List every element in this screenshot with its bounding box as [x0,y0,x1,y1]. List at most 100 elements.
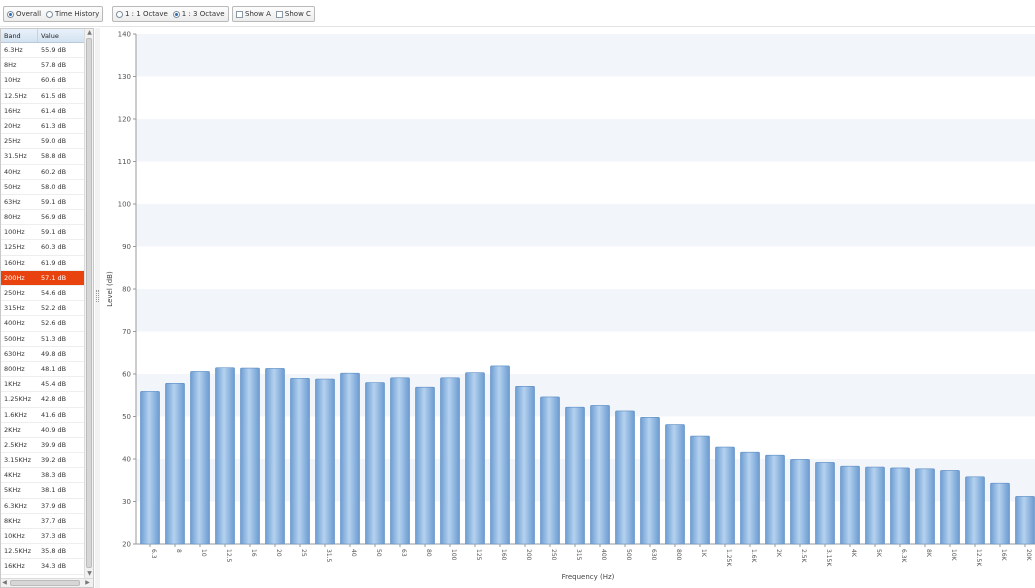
table-row[interactable]: 500Hz 51.3 dB [1,332,85,347]
splitter-grip-icon[interactable] [96,290,99,302]
table-row[interactable]: 315Hz 52.2 dB [1,301,85,317]
overall-radio-icon[interactable] [7,10,14,18]
bar[interactable] [990,482,1010,545]
table-row[interactable]: 5KHz 38.1 dB [1,483,85,499]
table-row[interactable]: 10Hz 60.6 dB [1,73,85,89]
bar[interactable] [190,371,210,545]
bar[interactable] [640,417,660,545]
table-row[interactable]: 250Hz 54.6 dB [1,286,85,302]
table-row[interactable]: 3.15KHz 39.2 dB [1,453,85,469]
table-row[interactable]: 800Hz 48.1 dB [1,362,85,378]
table-row[interactable]: 20Hz 61.3 dB [1,119,85,135]
y-tick-label: 120 [118,116,131,124]
bar[interactable] [140,391,160,545]
bar[interactable] [290,377,310,545]
value-cell: 52.2 dB [41,304,67,313]
table-row[interactable]: 125Hz 60.3 dB [1,240,85,256]
table-row[interactable]: 160Hz 61.9 dB [1,256,85,271]
scroll-left-arrow-icon[interactable]: ◀ [2,579,7,586]
band-cell: 2KHz [4,425,21,434]
bar[interactable] [790,459,810,545]
bar[interactable] [965,476,985,545]
bar[interactable] [615,410,635,545]
bar[interactable] [940,470,960,545]
value-column-header[interactable]: Value [38,29,85,42]
table-row[interactable]: 16Hz 61.4 dB [1,104,85,119]
panel-splitter[interactable] [95,28,100,588]
bar[interactable] [740,451,760,545]
horizontal-scroll-thumb[interactable] [10,580,80,586]
bar[interactable] [265,368,285,545]
table-row[interactable]: 12.5Hz 61.5 dB [1,89,85,104]
bar[interactable] [365,382,385,545]
bar[interactable] [815,462,835,545]
bar[interactable] [765,454,785,545]
bar[interactable] [690,435,710,545]
show-a-checkbox-icon[interactable] [236,10,243,18]
bar[interactable] [515,386,535,545]
bar[interactable] [490,365,510,545]
table-row[interactable]: 4KHz 38.3 dB [1,468,85,484]
time-history-option[interactable]: Time History [46,10,99,18]
bar[interactable] [540,396,560,545]
table-row[interactable]: 8Hz 57.8 dB [1,58,85,74]
bar[interactable] [440,377,460,545]
bar[interactable] [865,466,885,545]
bar[interactable] [415,386,435,545]
show-c-option[interactable]: Show C [275,10,311,18]
table-row[interactable]: 31.5Hz 58.8 dB [1,149,85,165]
bar[interactable] [590,405,610,545]
bar[interactable] [315,378,335,545]
table-row[interactable]: 2.5KHz 39.9 dB [1,438,85,454]
bar[interactable] [715,446,735,545]
bar[interactable] [840,465,860,545]
x-tick-label: 100 [450,549,457,561]
value-cell: 60.3 dB [41,243,67,252]
table-row[interactable]: 630Hz 49.8 dB [1,347,85,362]
table-row[interactable]: 12.5KHz 35.8 dB [1,544,85,560]
table-row[interactable]: 25Hz 59.0 dB [1,134,85,150]
octave-1-3-radio-icon[interactable] [172,10,180,18]
show-c-checkbox-icon[interactable] [275,10,283,18]
octave-1-1-radio-icon[interactable] [116,10,123,18]
bar[interactable] [215,367,235,545]
bar[interactable] [665,424,685,545]
overall-option[interactable]: Overall [7,10,41,18]
bar[interactable] [1015,496,1035,545]
table-row[interactable]: 50Hz 58.0 dB [1,180,85,195]
table-row[interactable]: 200Hz 57.1 dB [1,270,85,286]
vertical-scroll-thumb[interactable] [86,38,92,568]
band-column-header[interactable]: Band [1,29,38,42]
table-row[interactable]: 16KHz 34.3 dB [1,559,85,575]
table-row[interactable]: 63Hz 59.1 dB [1,195,85,211]
bar[interactable] [890,467,910,545]
scroll-down-arrow-icon[interactable]: ▼ [87,570,92,577]
octave-1-1-option[interactable]: 1 : 1 Octave [116,10,168,18]
scroll-right-arrow-icon[interactable]: ▶ [85,579,90,586]
table-row[interactable]: 8KHz 37.7 dB [1,514,85,529]
bar[interactable] [565,406,585,545]
table-row[interactable]: 400Hz 52.6 dB [1,316,85,332]
octave-1-3-option[interactable]: 1 : 3 Octave [172,10,225,18]
bar[interactable] [465,372,485,545]
bar[interactable] [240,367,260,545]
table-row[interactable]: 10KHz 37.3 dB [1,529,85,545]
table-row[interactable]: 80Hz 56.9 dB [1,210,85,226]
bar[interactable] [915,468,935,545]
table-row[interactable]: 6.3Hz 55.9 dB [1,43,85,59]
bar[interactable] [340,372,360,545]
scroll-up-arrow-icon[interactable]: ▲ [87,29,92,36]
show-a-option[interactable]: Show A [236,10,271,18]
bar[interactable] [390,377,410,545]
table-row[interactable]: 1KHz 45.4 dB [1,377,85,393]
vertical-scrollbar[interactable]: ▲ ▼ [84,29,93,578]
bar[interactable] [165,383,185,545]
table-row[interactable]: 6.3KHz 37.9 dB [1,499,85,514]
table-row[interactable]: 100Hz 59.1 dB [1,225,85,241]
table-row[interactable]: 1.25KHz 42.8 dB [1,392,85,408]
time-history-radio-icon[interactable] [46,10,54,18]
table-row[interactable]: 2KHz 40.9 dB [1,423,85,438]
horizontal-scrollbar[interactable]: ◀ ▶ [1,578,93,587]
table-row[interactable]: 40Hz 60.2 dB [1,165,85,180]
table-row[interactable]: 1.6KHz 41.6 dB [1,408,85,423]
